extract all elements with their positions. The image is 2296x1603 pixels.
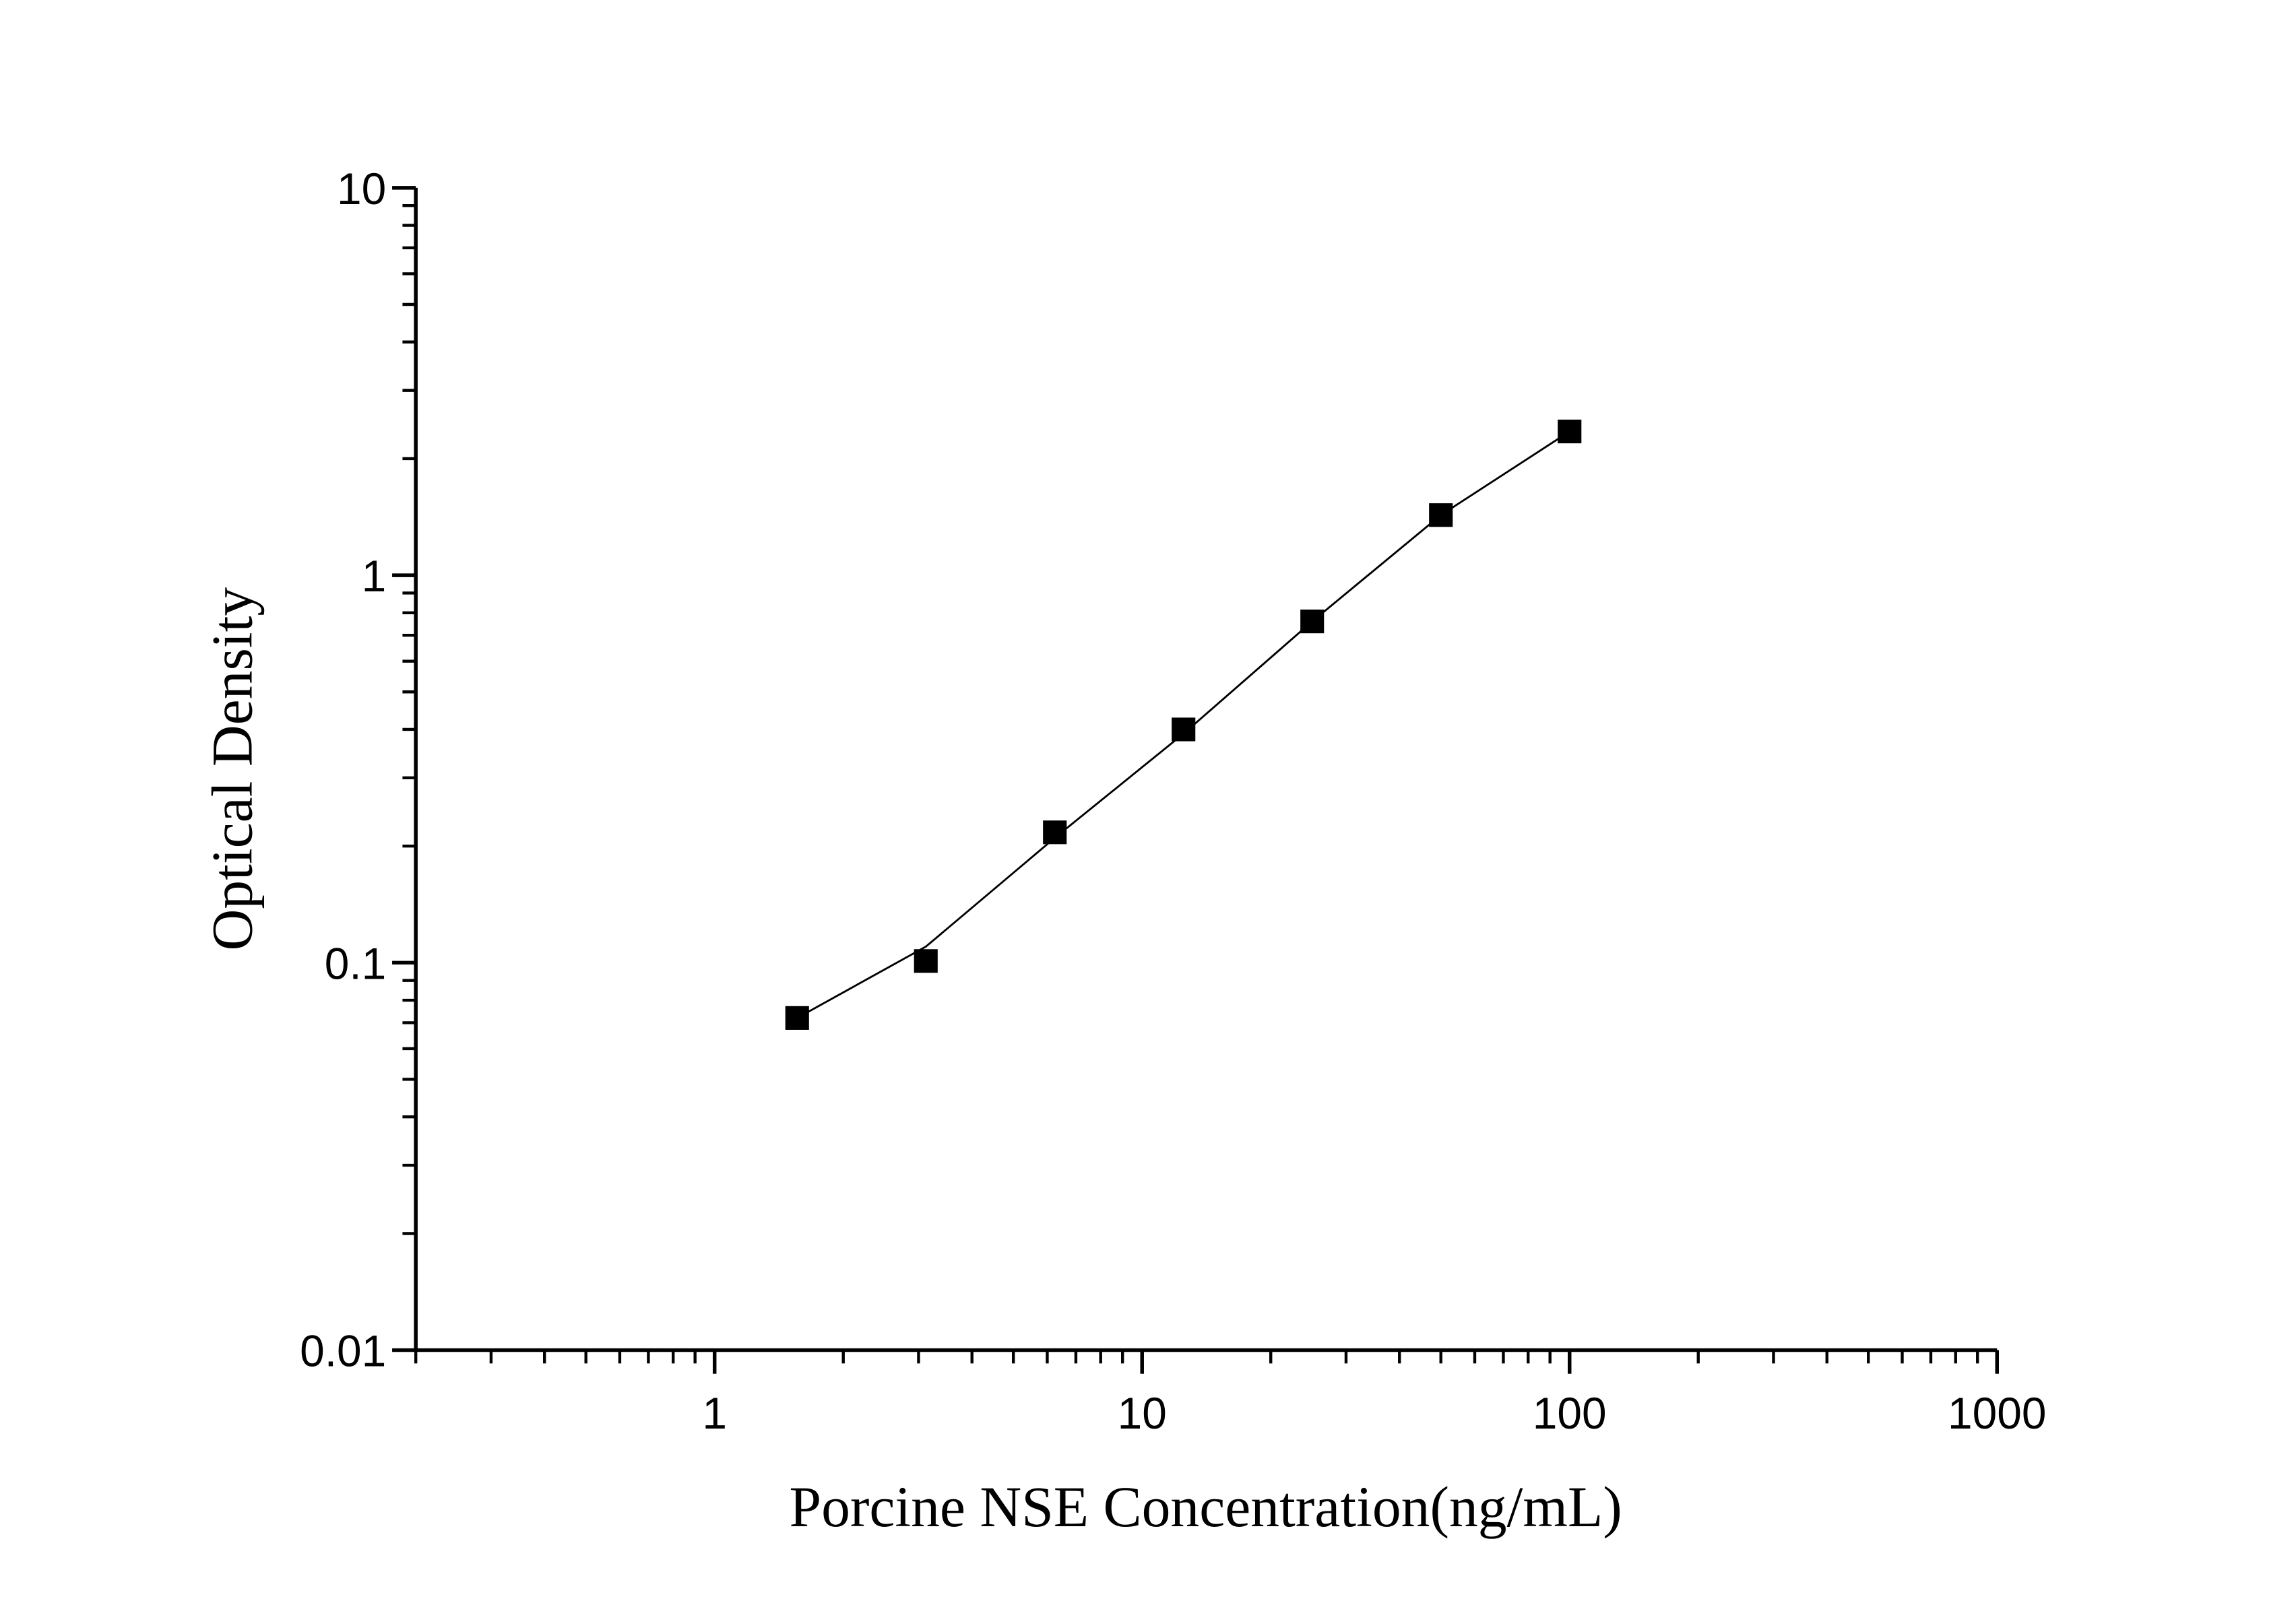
- data-point: [1172, 717, 1196, 742]
- x-tick-label: 10: [1118, 1388, 1167, 1438]
- y-tick-label: 0.1: [325, 938, 387, 988]
- x-tick-label: 1000: [1948, 1388, 2047, 1438]
- y-tick-label: 1: [362, 551, 387, 601]
- data-point: [914, 949, 938, 973]
- y-tick-label: 10: [337, 164, 386, 214]
- x-tick-label: 100: [1533, 1388, 1607, 1438]
- y-axis-title: Optical Density: [200, 587, 264, 951]
- fit-curve: [796, 430, 1570, 1019]
- x-axis-title: Porcine NSE Concentration(ng/mL): [789, 1475, 1622, 1539]
- y-tick-label: 0.01: [300, 1326, 386, 1376]
- x-tick-label: 1: [702, 1388, 727, 1438]
